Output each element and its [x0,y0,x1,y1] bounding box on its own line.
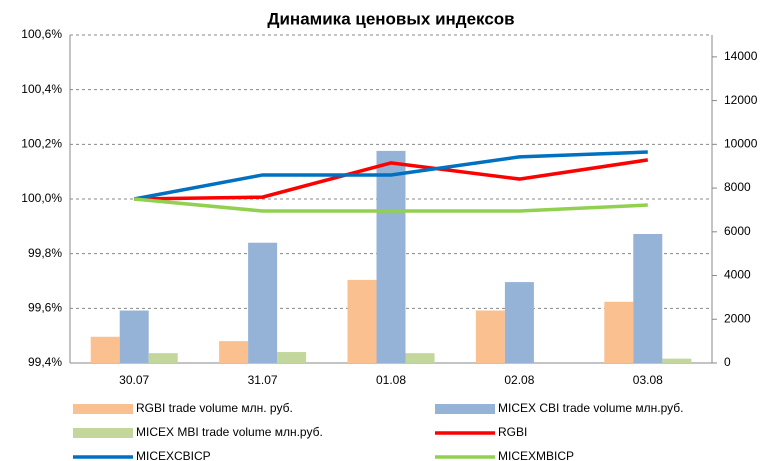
bar [662,358,692,363]
y2-tick-label: 14000 [724,49,758,63]
x-tick-label: 01.08 [376,373,406,387]
bar [277,352,307,363]
bar [248,242,278,363]
legend-label: MICEXCBICP [136,449,211,461]
bar [405,353,435,363]
y-tick-label: 99,8% [28,246,62,260]
bar [475,310,505,363]
y2-tick-label: 4000 [724,268,751,282]
y2-tick-label: 6000 [724,224,751,238]
x-tick-label: 03.08 [633,373,663,387]
legend-label: RGBI [498,425,527,439]
bar [347,279,377,363]
legend-label: MICEX MBI trade volume млн.руб. [136,425,323,439]
y-tick-label: 100,4% [21,82,62,96]
line [134,197,648,213]
y2-tick-label: 12000 [724,93,758,107]
y-tick-label: 99,4% [28,355,62,369]
legend-swatch [73,404,133,414]
bar [633,233,663,363]
x-tick-label: 31.07 [248,373,278,387]
y-tick-label: 100,0% [21,191,62,205]
y-tick-label: 99,6% [28,301,62,315]
y-tick-label: 100,6% [21,27,62,41]
bar [604,301,634,363]
y2-tick-label: 8000 [724,180,751,194]
legend-label: MICEX CBI trade volume млн.руб. [498,401,683,415]
bar [219,341,249,363]
legend-swatch [435,404,495,414]
line [133,150,648,201]
y2-tick-label: 2000 [724,311,751,325]
bar [504,282,534,363]
line [134,158,649,201]
x-tick-label: 30.07 [119,373,149,387]
legend-label: MICEXMBICP [498,449,574,461]
y2-tick-label: 0 [724,355,731,369]
x-tick-label: 02.08 [504,373,534,387]
legend-swatch [73,428,133,438]
legend-label: RGBI trade volume млн. руб. [136,401,293,415]
y-tick-label: 100,2% [21,137,62,151]
bar [119,310,149,363]
bar [376,150,406,363]
bar [148,353,178,363]
chart-title: Динамика ценовых индексов [267,9,514,28]
bar [90,336,120,363]
y2-tick-label: 10000 [724,137,758,151]
